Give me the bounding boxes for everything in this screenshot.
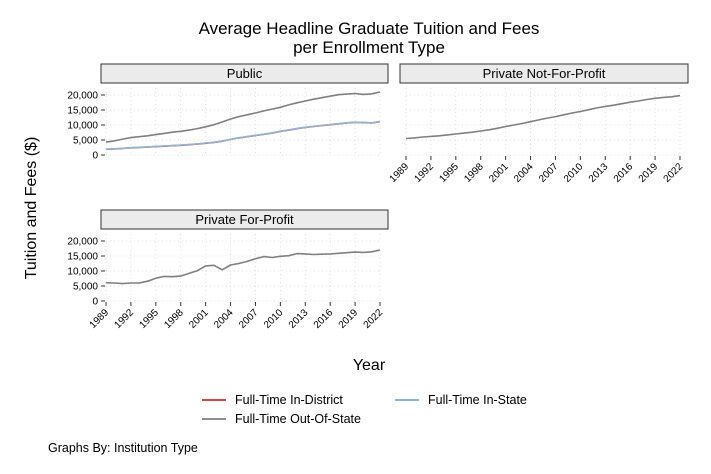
y-tick-label: 20,000 <box>67 91 98 102</box>
x-tick-label: 2019 <box>637 161 661 185</box>
legend-item: Full-Time In-District <box>202 393 343 407</box>
legend-label: Full-Time Out-Of-State <box>235 412 361 426</box>
panel-strip <box>100 209 389 230</box>
x-tick-label: 1992 <box>113 307 137 331</box>
x-tick-label: 2007 <box>237 307 261 331</box>
x-tick-label: 2001 <box>187 307 211 331</box>
x-tick-label: 2001 <box>487 161 511 185</box>
y-tick-label: 5,000 <box>73 282 98 293</box>
x-tick-label: 2022 <box>362 307 386 331</box>
x-axis-title: Year <box>353 357 386 374</box>
panel-strip <box>399 63 689 84</box>
x-tick-label: 1995 <box>437 161 461 185</box>
y-tick-label: 0 <box>92 297 98 308</box>
x-tick-label: 2019 <box>337 307 361 331</box>
y-tick-label: 0 <box>92 151 98 162</box>
x-tick-label: 2010 <box>262 307 286 331</box>
y-tick-label: 10,000 <box>67 267 98 278</box>
y-tick-label: 10,000 <box>67 121 98 132</box>
chart-title-line-2: per Enrollment Type <box>293 38 445 57</box>
x-tick-label: 1992 <box>413 161 437 185</box>
panel-strip-label: Private For-Profit <box>195 212 294 227</box>
x-tick-label: 2016 <box>312 307 336 331</box>
legend-item: Full-Time Out-Of-State <box>202 412 361 426</box>
panel-strip-label: Private Not-For-Profit <box>483 66 606 81</box>
x-tick-label: 2016 <box>612 161 636 185</box>
y-axis-title: Tuition and Fees ($) <box>23 137 40 280</box>
x-tick-label: 1995 <box>137 307 161 331</box>
series-line-out_of_state <box>405 94 681 140</box>
panel-0: Public 0 5,000 10,000 15,000 20,000 <box>67 63 389 162</box>
x-tick-label: 1998 <box>162 307 186 331</box>
x-tick-label: 1989 <box>88 307 112 331</box>
caption: Graphs By: Institution Type <box>48 441 198 455</box>
legend-item: Full-Time In-State <box>395 393 527 407</box>
x-tick-label: 2004 <box>212 307 236 331</box>
x-tick-label: 2010 <box>562 161 586 185</box>
x-tick-label: 1998 <box>462 161 486 185</box>
y-tick-label: 5,000 <box>73 136 98 147</box>
x-tick-label: 1989 <box>388 161 412 185</box>
x-tick-label: 2007 <box>537 161 561 185</box>
series-line-out_of_state <box>105 91 381 143</box>
panel-strip <box>100 63 389 84</box>
panel-strip-label: Public <box>227 66 263 81</box>
legend-label: Full-Time In-State <box>428 393 527 407</box>
y-tick-label: 15,000 <box>67 106 98 117</box>
x-tick-label: 2013 <box>587 161 611 185</box>
series-line-in_state <box>105 120 381 150</box>
chart-title-line-1: Average Headline Graduate Tuition and Fe… <box>199 19 540 38</box>
series-line-out_of_state <box>105 249 381 285</box>
legend: Full-Time In-District Full-Time In-State F… <box>202 393 527 426</box>
panels: Public 0 5,000 10,000 15,000 20,000 Private No… <box>67 63 689 331</box>
x-tick-label: 2004 <box>512 161 536 185</box>
x-tick-label: 2022 <box>662 161 686 185</box>
panel-2: Private For-Profit 0 5,000 10,000 15,000 20,0… <box>67 209 389 331</box>
legend-label: Full-Time In-District <box>235 393 343 407</box>
y-tick-label: 15,000 <box>67 252 98 263</box>
y-tick-label: 20,000 <box>67 237 98 248</box>
x-tick-label: 2013 <box>287 307 311 331</box>
